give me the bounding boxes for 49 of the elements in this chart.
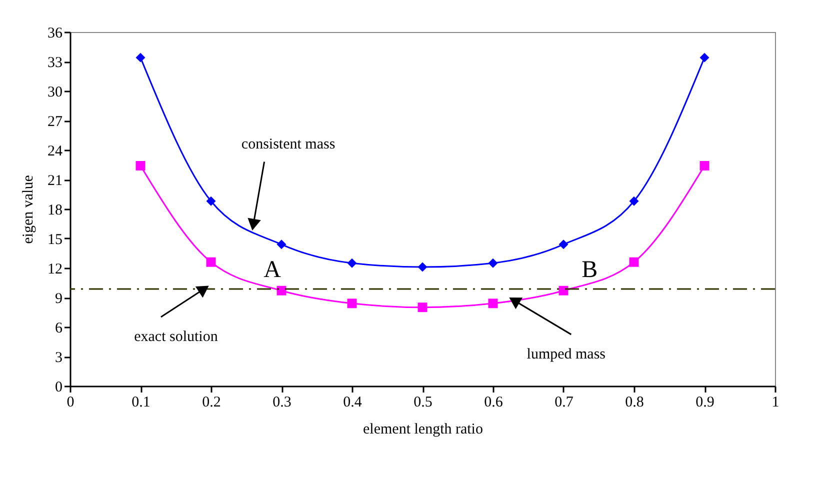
x-tick-label: 0.6 [484,394,504,410]
y-tick-label: 0 [55,380,62,396]
x-tick-label: 0.5 [414,394,432,410]
point [276,240,286,250]
y-axis-title: eigen value [20,174,36,244]
point [700,160,710,170]
annotation: B [582,256,598,283]
point [629,196,639,206]
y-tick-label: 9 [55,291,62,307]
x-tick-label: 0.4 [343,394,362,410]
point [136,160,146,170]
point [347,258,357,268]
y-tick-label: 21 [48,173,62,189]
point [206,196,216,206]
y-tick-label: 33 [48,55,62,71]
point [488,258,498,268]
y-tick-label: 24 [48,144,63,160]
y-tick-label: 12 [48,262,62,278]
point [206,257,216,267]
point [276,286,286,296]
y-tick-label: 15 [48,232,62,248]
point [488,298,498,308]
point [136,52,146,62]
y-tick-label: 27 [48,114,63,130]
y-tick-label: 36 [48,26,63,42]
annotation: consistent mass [241,136,336,153]
point [558,240,568,250]
y-tick-label: 6 [55,320,63,336]
point [558,286,568,296]
annotation: lumped mass [526,346,606,362]
x-axis-title: element length ratio [363,422,483,438]
y-tick-label: 3 [55,350,62,366]
y-tick-label: 30 [48,84,62,100]
x-tick-label: 0.9 [696,394,714,410]
annotation: A [264,256,282,283]
y-tick-label: 18 [48,202,62,218]
point [418,302,428,312]
x-tick-label: 0.3 [272,394,292,410]
x-tick-label: 0.7 [554,394,574,410]
point [700,52,710,62]
x-tick-label: 0.1 [132,394,150,410]
annotation: exact solution [134,328,218,345]
point [418,262,428,272]
x-tick-label: 0.8 [625,394,644,410]
x-tick-label: 1 [772,394,780,410]
x-tick-label: 0 [66,394,74,410]
point [629,257,639,267]
x-tick-label: 0.2 [202,394,221,410]
point [347,298,357,308]
